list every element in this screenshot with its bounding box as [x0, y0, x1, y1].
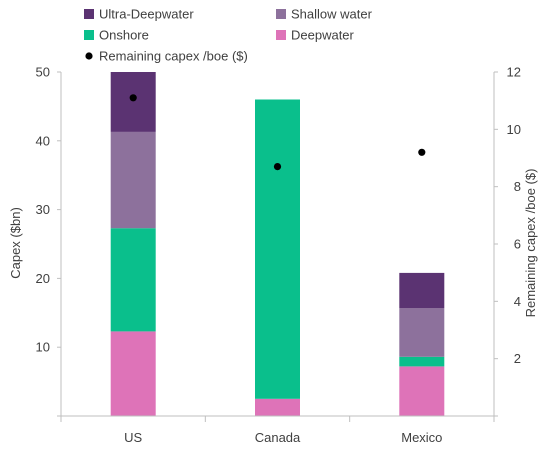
legend-label-remaining-capex-boe: Remaining capex /boe ($) [99, 49, 248, 64]
bar-onshore-canada [255, 99, 300, 399]
x-tick-label-us: US [124, 430, 142, 445]
legend-swatch-onshore [84, 30, 94, 40]
bar-onshore-us [110, 228, 156, 332]
bar-deepwater-us [110, 331, 156, 416]
bar-deepwater-mexico [399, 366, 445, 416]
bar-deepwater-canada [255, 398, 300, 416]
y-tick-label-right: 12 [507, 65, 521, 80]
dot-remaining-capex-canada [273, 163, 282, 171]
legend-swatch-ultra-deepwater [84, 9, 94, 19]
y-tick-label-right: 4 [514, 294, 521, 309]
x-tick-label-canada: Canada [255, 430, 301, 445]
y-tick-label-left: 10 [36, 340, 50, 355]
bar-ultra-deepwater-us [110, 72, 156, 132]
bars-group [110, 72, 445, 416]
bar-shallow-water-mexico [399, 308, 445, 357]
y-tick-label-left: 30 [36, 202, 50, 217]
axes-group: 10 20 30 40 50 2 4 6 8 10 12 US Canada Mexico [36, 65, 521, 446]
dot-remaining-capex-us [129, 94, 137, 102]
y-axis-title-right: Remaining capex /boe ($) [523, 169, 538, 318]
y-tick-label-right: 2 [514, 351, 521, 366]
legend-label-shallow-water: Shallow water [291, 7, 373, 22]
dot-remaining-capex-mexico [418, 148, 426, 156]
legend: Ultra-Deepwater Shallow water Onshore Deepw… [84, 7, 373, 64]
bar-ultra-deepwater-mexico [399, 272, 445, 308]
bar-onshore-mexico [399, 356, 445, 367]
bar-shallow-water-us [110, 131, 156, 229]
x-tick-label-mexico: Mexico [401, 430, 442, 445]
legend-label-ultra-deepwater: Ultra-Deepwater [99, 7, 194, 22]
dots-group [129, 94, 426, 171]
legend-swatch-shallow-water [276, 9, 286, 19]
legend-swatch-remaining-capex-boe [85, 52, 93, 60]
y-axis-title-left: Capex ($bn) [8, 207, 23, 279]
y-tick-label-right: 8 [514, 179, 521, 194]
y-tick-label-left: 40 [36, 133, 50, 148]
legend-label-onshore: Onshore [99, 28, 149, 43]
y-tick-label-left: 20 [36, 271, 50, 286]
y-tick-label-left: 50 [36, 65, 50, 80]
legend-label-deepwater: Deepwater [291, 28, 355, 43]
y-tick-label-right: 6 [514, 237, 521, 252]
legend-swatch-deepwater [276, 30, 286, 40]
y-tick-label-right: 10 [507, 122, 521, 137]
